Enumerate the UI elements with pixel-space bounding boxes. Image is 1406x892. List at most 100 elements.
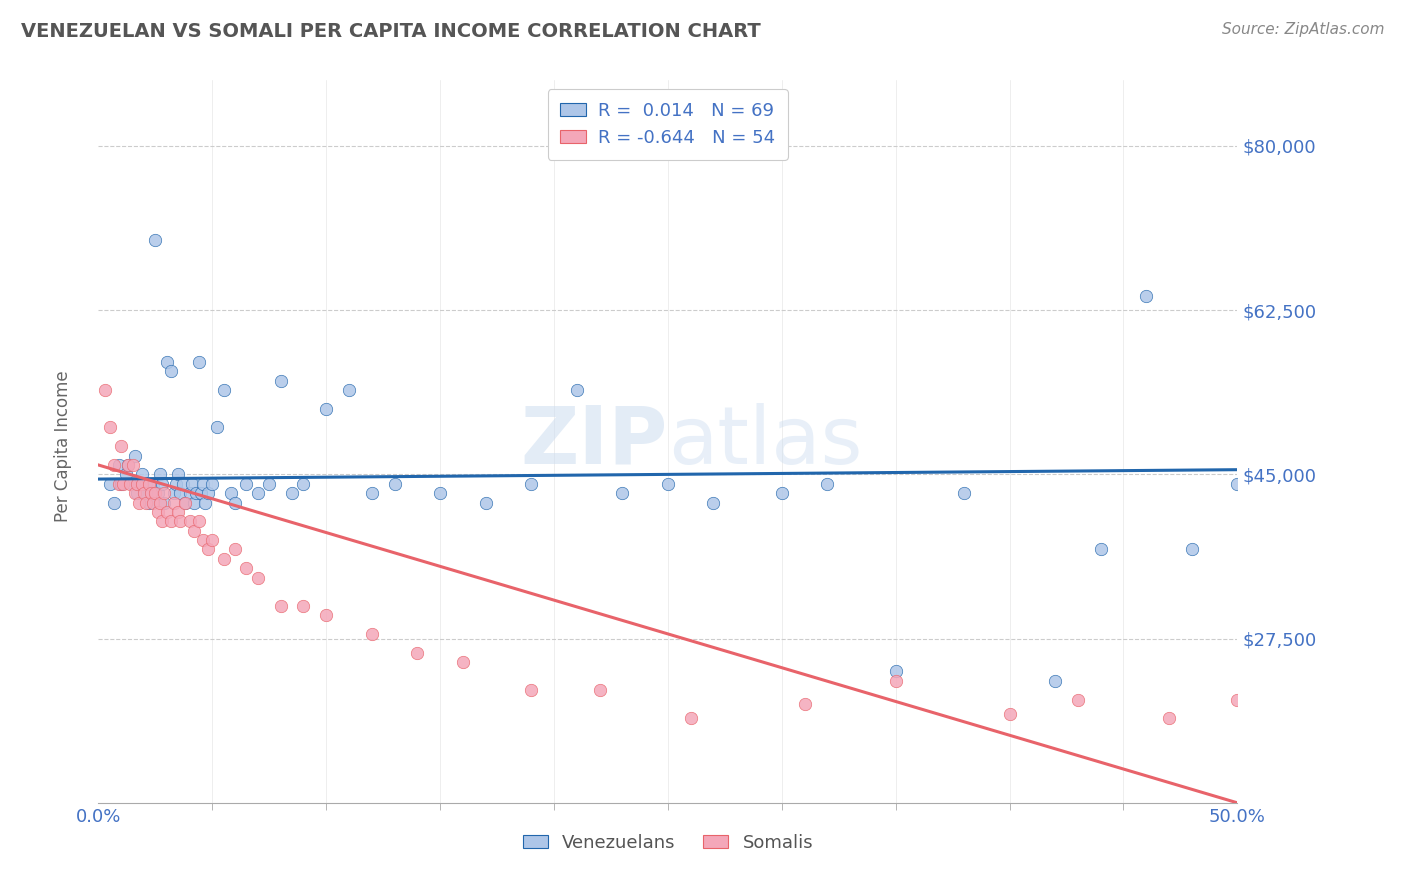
- Point: [212, 551, 235, 566]
- Point: [139, 486, 162, 500]
- Point: [183, 524, 205, 538]
- Point: [172, 476, 194, 491]
- Point: [169, 486, 191, 500]
- Point: [98, 420, 121, 434]
- Point: [146, 505, 169, 519]
- Point: [112, 476, 135, 491]
- Point: [103, 495, 125, 509]
- Point: [117, 458, 139, 472]
- Point: [884, 673, 907, 688]
- Point: [565, 383, 588, 397]
- Point: [360, 486, 382, 500]
- Point: [167, 505, 190, 519]
- Point: [94, 383, 117, 397]
- Point: [174, 495, 197, 509]
- Point: [156, 505, 179, 519]
- Point: [292, 476, 315, 491]
- Point: [270, 599, 292, 613]
- Point: [212, 383, 235, 397]
- Point: [145, 486, 167, 500]
- Point: [187, 514, 209, 528]
- Point: [156, 355, 179, 369]
- Point: [315, 608, 337, 623]
- Point: [1043, 673, 1066, 688]
- Point: [169, 514, 191, 528]
- Point: [197, 486, 219, 500]
- Point: [150, 476, 173, 491]
- Point: [337, 383, 360, 397]
- Point: [149, 495, 172, 509]
- Point: [149, 467, 172, 482]
- Point: [657, 476, 679, 491]
- Point: [131, 467, 153, 482]
- Point: [103, 458, 125, 472]
- Point: [292, 599, 315, 613]
- Point: [131, 476, 153, 491]
- Text: atlas: atlas: [668, 402, 862, 481]
- Point: [281, 486, 304, 500]
- Point: [98, 476, 121, 491]
- Point: [193, 476, 215, 491]
- Point: [108, 476, 131, 491]
- Point: [174, 495, 197, 509]
- Point: [474, 495, 496, 509]
- Point: [121, 458, 143, 472]
- Point: [406, 646, 429, 660]
- Text: VENEZUELAN VS SOMALI PER CAPITA INCOME CORRELATION CHART: VENEZUELAN VS SOMALI PER CAPITA INCOME C…: [21, 22, 761, 41]
- Point: [612, 486, 634, 500]
- Point: [179, 486, 201, 500]
- Point: [246, 571, 269, 585]
- Point: [998, 706, 1021, 721]
- Point: [1090, 542, 1112, 557]
- Point: [360, 627, 382, 641]
- Point: [884, 665, 907, 679]
- Point: [153, 495, 176, 509]
- Point: [259, 476, 281, 491]
- Point: [186, 486, 208, 500]
- Point: [121, 476, 143, 491]
- Point: [153, 486, 176, 500]
- Point: [179, 514, 201, 528]
- Point: [384, 476, 406, 491]
- Point: [138, 495, 160, 509]
- Point: [953, 486, 976, 500]
- Point: [187, 355, 209, 369]
- Point: [520, 476, 543, 491]
- Point: [132, 486, 155, 500]
- Point: [679, 711, 702, 725]
- Point: [160, 364, 183, 378]
- Point: [1226, 476, 1249, 491]
- Point: [135, 476, 157, 491]
- Point: [183, 495, 205, 509]
- Point: [145, 233, 167, 247]
- Point: [205, 420, 228, 434]
- Point: [201, 476, 224, 491]
- Point: [128, 495, 150, 509]
- Point: [702, 495, 724, 509]
- Point: [193, 533, 215, 547]
- Point: [167, 467, 190, 482]
- Point: [162, 486, 184, 500]
- Point: [138, 476, 160, 491]
- Point: [124, 486, 146, 500]
- Point: [201, 533, 224, 547]
- Point: [219, 486, 242, 500]
- Legend: Venezuelans, Somalis: Venezuelans, Somalis: [516, 826, 820, 859]
- Point: [194, 495, 217, 509]
- Point: [180, 476, 202, 491]
- Point: [120, 476, 142, 491]
- Point: [588, 683, 610, 698]
- Point: [793, 698, 815, 712]
- Point: [110, 476, 132, 491]
- Point: [142, 495, 165, 509]
- Point: [146, 486, 169, 500]
- Point: [128, 476, 150, 491]
- Text: Per Capita Income: Per Capita Income: [55, 370, 72, 522]
- Point: [197, 542, 219, 557]
- Point: [224, 542, 246, 557]
- Text: ZIP: ZIP: [520, 402, 668, 481]
- Point: [162, 495, 184, 509]
- Point: [429, 486, 451, 500]
- Point: [246, 486, 269, 500]
- Point: [150, 514, 173, 528]
